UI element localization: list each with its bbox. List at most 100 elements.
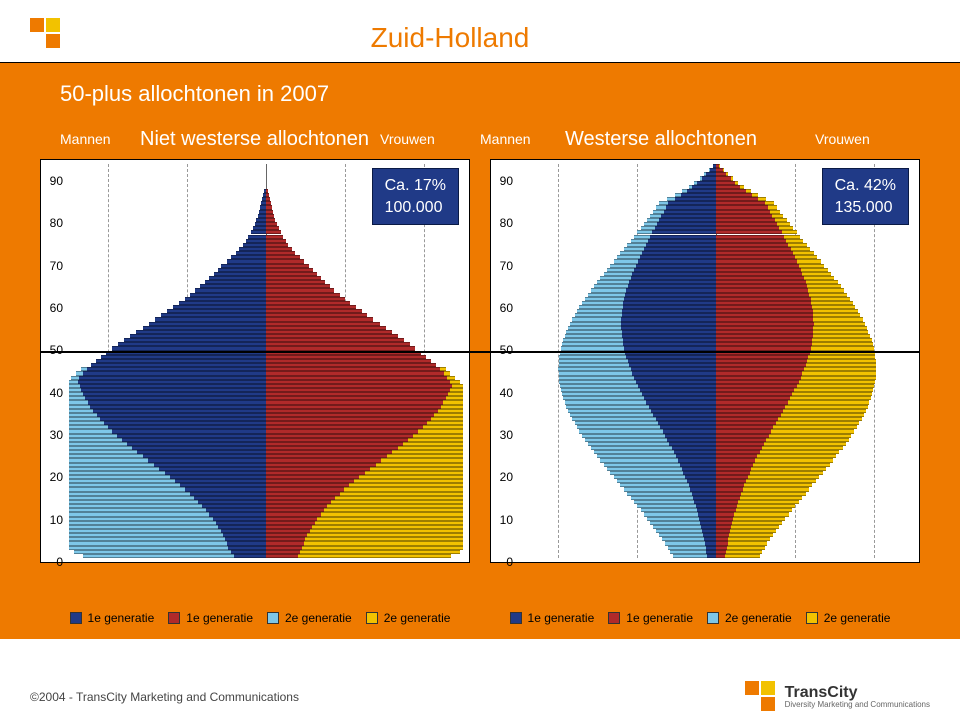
age-row <box>519 288 913 292</box>
age-row <box>69 425 463 429</box>
age-row <box>69 268 463 272</box>
age-row <box>519 504 913 508</box>
age-row <box>519 396 913 400</box>
age-row <box>519 330 913 334</box>
legend-left: 1e generatie 1e generatie 2e generatie 2e g… <box>40 611 480 625</box>
age-row <box>69 259 463 263</box>
chart-niet-westerse: Ca. 17% 100.000 9080706050403020100 <box>40 159 470 563</box>
footer: ©2004 - TransCity Marketing and Communic… <box>0 675 960 719</box>
age-row <box>519 293 913 297</box>
legend-swatch <box>510 612 522 624</box>
badge-line2: 135.000 <box>835 197 896 219</box>
age-row <box>69 496 463 500</box>
age-row <box>519 284 913 288</box>
y-tick: 0 <box>41 555 63 569</box>
age-row <box>519 235 913 239</box>
label-vrouwen: Vrouwen <box>815 131 870 147</box>
age-row <box>69 487 463 491</box>
legend-item: 1e generatie <box>168 611 253 625</box>
age-row <box>519 276 913 280</box>
age-row <box>69 467 463 471</box>
age-row <box>519 487 913 491</box>
age-row <box>69 409 463 413</box>
age-row <box>519 255 913 259</box>
label-mannen: Mannen <box>60 131 111 147</box>
legend-item: 1e generatie <box>70 611 155 625</box>
age-row <box>69 450 463 454</box>
age-row <box>69 429 463 433</box>
y-axis: 9080706050403020100 <box>41 160 67 562</box>
legend-swatch <box>70 612 82 624</box>
legend-label: 1e generatie <box>88 611 155 625</box>
age-row <box>519 309 913 313</box>
age-row <box>69 280 463 284</box>
age-row <box>69 371 463 375</box>
age-row <box>519 446 913 450</box>
age-row <box>519 533 913 537</box>
age-row <box>519 355 913 359</box>
age-row <box>69 417 463 421</box>
age-row <box>519 425 913 429</box>
age-row <box>69 421 463 425</box>
y-tick: 10 <box>491 513 513 527</box>
age-row <box>519 313 913 317</box>
age-row <box>519 230 913 234</box>
age-row <box>519 251 913 255</box>
slide: Zuid-Holland 50-plus allochtonen in 2007… <box>0 0 960 719</box>
legend: 1e generatie 1e generatie 2e generatie 2e g… <box>40 611 920 625</box>
age-row <box>519 525 913 529</box>
legend-label: 1e generatie <box>626 611 693 625</box>
legend-label: 2e generatie <box>384 611 451 625</box>
age-row <box>69 471 463 475</box>
age-row <box>519 239 913 243</box>
age-row <box>69 533 463 537</box>
age-row <box>69 239 463 243</box>
y-tick: 60 <box>41 301 63 315</box>
age-row <box>69 272 463 276</box>
age-row <box>69 546 463 550</box>
age-row <box>69 284 463 288</box>
age-row <box>69 255 463 259</box>
legend-item: 2e generatie <box>366 611 451 625</box>
legend-right: 1e generatie1e generatie2e generatie2e g… <box>480 611 920 625</box>
age-row <box>69 243 463 247</box>
age-row <box>69 529 463 533</box>
age-row <box>519 438 913 442</box>
age-row <box>69 380 463 384</box>
age-row <box>519 405 913 409</box>
age-row <box>69 326 463 330</box>
age-row <box>519 546 913 550</box>
age-row <box>69 537 463 541</box>
age-row <box>69 541 463 545</box>
badge-line2: 100.000 <box>385 197 446 219</box>
legend-item: 1e generatie <box>608 611 693 625</box>
group-labels: Mannen Niet westerse allochtonen Vrouwen… <box>0 125 960 153</box>
y-tick: 70 <box>491 259 513 273</box>
age-row <box>69 521 463 525</box>
age-row <box>69 475 463 479</box>
age-row <box>69 492 463 496</box>
charts-row: Ca. 17% 100.000 9080706050403020100 Ca. … <box>40 159 920 563</box>
age-row <box>69 230 463 234</box>
age-row <box>519 450 913 454</box>
y-tick: 0 <box>491 555 513 569</box>
age-row <box>519 297 913 301</box>
logo-square <box>761 697 775 711</box>
logo-square <box>761 681 775 695</box>
y-tick: 70 <box>41 259 63 273</box>
legend-swatch <box>608 612 620 624</box>
age-row <box>69 504 463 508</box>
age-row <box>519 264 913 268</box>
age-row <box>519 554 913 558</box>
age-row <box>519 400 913 404</box>
legend-label: 2e generatie <box>285 611 352 625</box>
y-tick: 80 <box>41 216 63 230</box>
age-row <box>519 479 913 483</box>
age-row <box>69 479 463 483</box>
y-tick: 40 <box>491 386 513 400</box>
age-row <box>69 446 463 450</box>
age-row <box>519 467 913 471</box>
age-row <box>519 392 913 396</box>
age-row <box>69 458 463 462</box>
age-row <box>69 305 463 309</box>
